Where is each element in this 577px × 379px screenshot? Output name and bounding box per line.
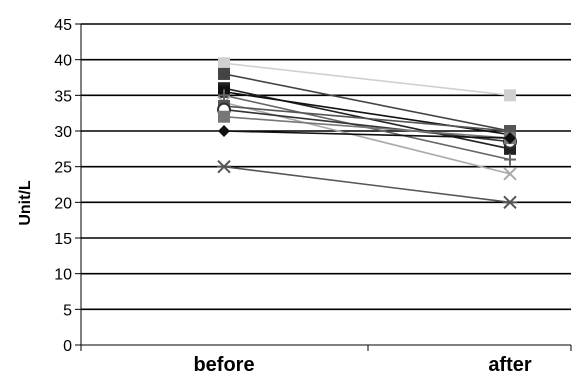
series-9-point-1 [504, 132, 516, 145]
y-tick-label-25: 25 [54, 160, 72, 177]
series-5-point-1 [503, 167, 517, 181]
y-tick-label-0: 0 [63, 338, 72, 355]
axis-layer [75, 23, 572, 351]
series-line-6 [223, 105, 511, 132]
y-tick-label-35: 35 [54, 88, 72, 105]
series-5-point-1-b [503, 167, 517, 181]
series-line-10 [223, 165, 511, 204]
y-tick-label-10: 10 [54, 267, 72, 284]
series-1-point-0 [218, 67, 230, 80]
y-tick-label-40: 40 [54, 53, 72, 70]
series-9-point-0 [218, 125, 230, 137]
grid-layer [81, 23, 571, 311]
series-10-point-1 [503, 195, 517, 210]
series-10-point-0 [217, 159, 231, 174]
series-line-0 [223, 62, 511, 97]
series-0-point-0 [218, 57, 230, 70]
x-tick-label-after: after [488, 354, 532, 374]
y-axis-title: Unit/L [17, 180, 34, 226]
y-tick-label-5: 5 [63, 302, 72, 319]
series-4-point-1 [504, 153, 516, 166]
y-tick-label-20: 20 [54, 195, 72, 212]
series-line-1 [223, 73, 511, 132]
y-tick-label-30: 30 [54, 124, 72, 141]
y-tick-label-15: 15 [54, 231, 72, 248]
label-layer: Unit/L 0 5 10 15 20 25 30 35 40 45 before after [17, 17, 532, 376]
series-line-8 [223, 115, 511, 139]
x-tick-label-before: before [193, 354, 254, 374]
series-8-point-0 [218, 110, 230, 123]
series-line-9 [223, 130, 511, 139]
y-tick-label-45: 45 [54, 17, 72, 34]
series-layer [217, 57, 517, 210]
series-4-point-0 [218, 89, 230, 102]
series-0-point-1 [504, 89, 516, 102]
